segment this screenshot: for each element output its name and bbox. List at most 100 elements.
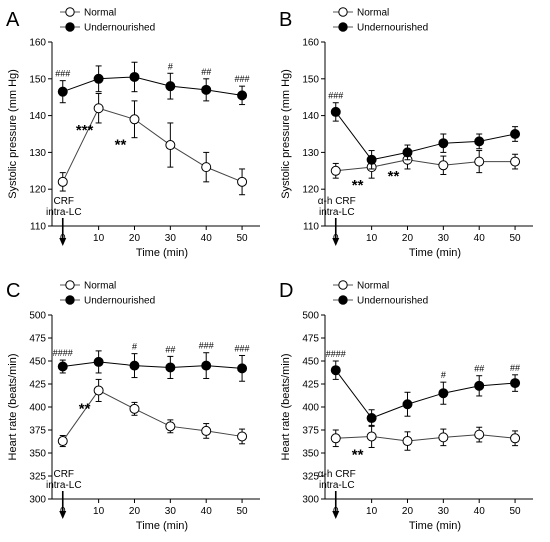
data-point (237, 176, 248, 187)
significance-hash: ### (328, 91, 343, 101)
significance-hash: ### (235, 74, 250, 84)
legend-label: Undernourished (357, 296, 428, 307)
data-point (510, 156, 521, 167)
legend-marker (65, 7, 75, 17)
series-line-normal (335, 434, 516, 442)
data-point (330, 365, 341, 376)
data-point (438, 138, 449, 149)
x-axis-label: Time (min) (136, 520, 188, 532)
x-tick-label: 40 (474, 506, 486, 517)
injection-label-line2: intra-LC (319, 480, 355, 491)
data-point (510, 433, 521, 444)
x-tick-label: 30 (438, 506, 450, 517)
legend-marker (65, 22, 75, 32)
panel-b: B11012013014015016001020304050Time (min)… (279, 7, 533, 259)
x-tick-label: 50 (237, 506, 249, 517)
significance-hash: ## (201, 67, 211, 77)
data-point (366, 154, 377, 165)
data-point (474, 429, 485, 440)
data-point (366, 431, 377, 442)
data-point (438, 388, 449, 399)
y-axis-label: Systolic pressure (mm Hg) (280, 69, 292, 199)
y-tick-label: 325 (29, 472, 46, 483)
injection-label-line1: CRF (53, 196, 74, 207)
x-tick-label: 40 (201, 506, 213, 517)
legend-label: Normal (84, 8, 116, 19)
significance-hash: ### (235, 343, 250, 353)
data-point (237, 363, 248, 374)
significance-hash: #### (326, 349, 346, 359)
y-tick-label: 500 (29, 311, 46, 322)
data-point (129, 114, 140, 125)
panel-letter: C (6, 280, 20, 302)
data-point (330, 106, 341, 117)
data-point (330, 433, 341, 444)
significance-hash: ## (165, 344, 175, 354)
y-tick-label: 300 (302, 495, 319, 506)
significance-star: *** (76, 122, 94, 139)
legend-label: Normal (84, 281, 116, 292)
data-point (93, 385, 104, 396)
data-point (366, 413, 377, 424)
y-tick-label: 130 (29, 148, 46, 159)
x-tick-label: 20 (129, 506, 141, 517)
injection-label-line2: intra-LC (46, 480, 82, 491)
y-tick-label: 160 (29, 38, 46, 49)
x-tick-label: 20 (402, 506, 414, 517)
panel-d: D30032535037540042545047550001020304050T… (279, 280, 533, 532)
legend-marker (338, 22, 348, 32)
significance-hash: #### (53, 348, 73, 358)
y-tick-label: 150 (302, 74, 319, 85)
y-axis-label: Heart rate (beats/min) (7, 354, 19, 461)
data-point (165, 140, 176, 151)
data-point (402, 147, 413, 158)
data-point (57, 436, 68, 447)
x-axis-label: Time (min) (136, 247, 188, 259)
x-tick-label: 40 (201, 233, 213, 244)
y-tick-label: 130 (302, 148, 319, 159)
data-point (165, 81, 176, 92)
significance-star: ** (352, 177, 364, 194)
injection-arrow-head (332, 511, 340, 519)
y-tick-label: 110 (30, 222, 46, 233)
y-tick-label: 425 (302, 380, 319, 391)
y-tick-label: 325 (302, 472, 319, 483)
x-tick-label: 10 (366, 233, 378, 244)
data-point (474, 156, 485, 167)
significance-hash: # (132, 342, 137, 352)
x-tick-label: 30 (165, 506, 177, 517)
data-point (129, 71, 140, 82)
panel-c: C30032535037540042545047550001020304050T… (6, 280, 260, 532)
y-axis-label: Systolic pressure (mm Hg) (7, 69, 19, 199)
x-tick-label: 10 (93, 233, 105, 244)
x-tick-label: 50 (510, 506, 522, 517)
injection-arrow-head (59, 238, 67, 246)
y-tick-label: 120 (29, 185, 46, 196)
x-tick-label: 20 (402, 233, 414, 244)
y-tick-label: 160 (302, 38, 319, 49)
significance-hash: # (441, 370, 446, 380)
panel-letter: A (6, 9, 20, 31)
y-tick-label: 110 (303, 222, 319, 233)
legend-marker (338, 295, 348, 305)
x-axis-label: Time (min) (409, 520, 461, 532)
data-point (237, 431, 248, 442)
significance-hash: # (168, 61, 173, 71)
data-point (438, 432, 449, 443)
legend-label: Undernourished (357, 23, 428, 34)
series-line-undernourished (62, 361, 243, 369)
y-tick-label: 400 (302, 403, 319, 414)
significance-hash: ### (55, 69, 70, 79)
y-tick-label: 450 (302, 357, 319, 368)
data-point (165, 421, 176, 432)
data-point (201, 425, 212, 436)
legend-marker (65, 295, 75, 305)
data-point (201, 84, 212, 95)
legend-marker (338, 7, 348, 17)
data-point (402, 399, 413, 410)
x-tick-label: 30 (438, 233, 450, 244)
y-tick-label: 140 (29, 111, 46, 122)
data-point (57, 361, 68, 372)
data-point (129, 360, 140, 371)
